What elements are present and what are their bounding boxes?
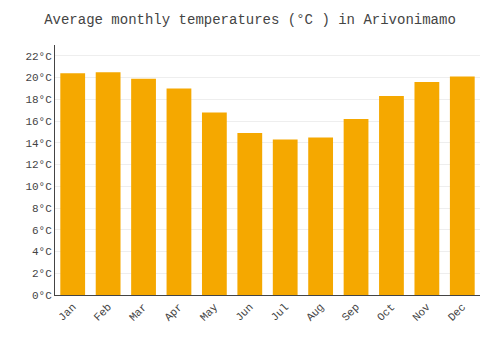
svg-text:Mar: Mar [127, 301, 149, 323]
svg-text:20°C: 20°C [25, 72, 52, 84]
svg-text:22°C: 22°C [25, 51, 52, 63]
svg-text:10°C: 10°C [25, 181, 52, 193]
svg-text:Average monthly temperatures (: Average monthly temperatures (°C ) in Ar… [44, 12, 456, 28]
svg-text:Oct: Oct [375, 301, 397, 323]
svg-text:0°C: 0°C [32, 290, 52, 302]
svg-text:May: May [198, 301, 221, 324]
svg-text:16°C: 16°C [25, 116, 52, 128]
svg-text:18°C: 18°C [25, 94, 52, 106]
svg-text:2°C: 2°C [32, 268, 52, 280]
svg-text:14°C: 14°C [25, 138, 52, 150]
svg-text:6°C: 6°C [32, 225, 52, 237]
svg-text:Sep: Sep [340, 301, 362, 323]
svg-text:Aug: Aug [304, 301, 326, 323]
svg-text:Dec: Dec [446, 301, 468, 323]
svg-text:4°C: 4°C [32, 246, 52, 258]
svg-text:Jul: Jul [269, 301, 291, 323]
svg-text:Jan: Jan [56, 301, 78, 323]
svg-text:Feb: Feb [92, 301, 114, 323]
svg-text:Apr: Apr [162, 301, 184, 323]
svg-text:8°C: 8°C [32, 203, 52, 215]
svg-text:Nov: Nov [410, 301, 433, 324]
svg-text:12°C: 12°C [25, 159, 52, 171]
svg-text:Jun: Jun [233, 301, 255, 323]
